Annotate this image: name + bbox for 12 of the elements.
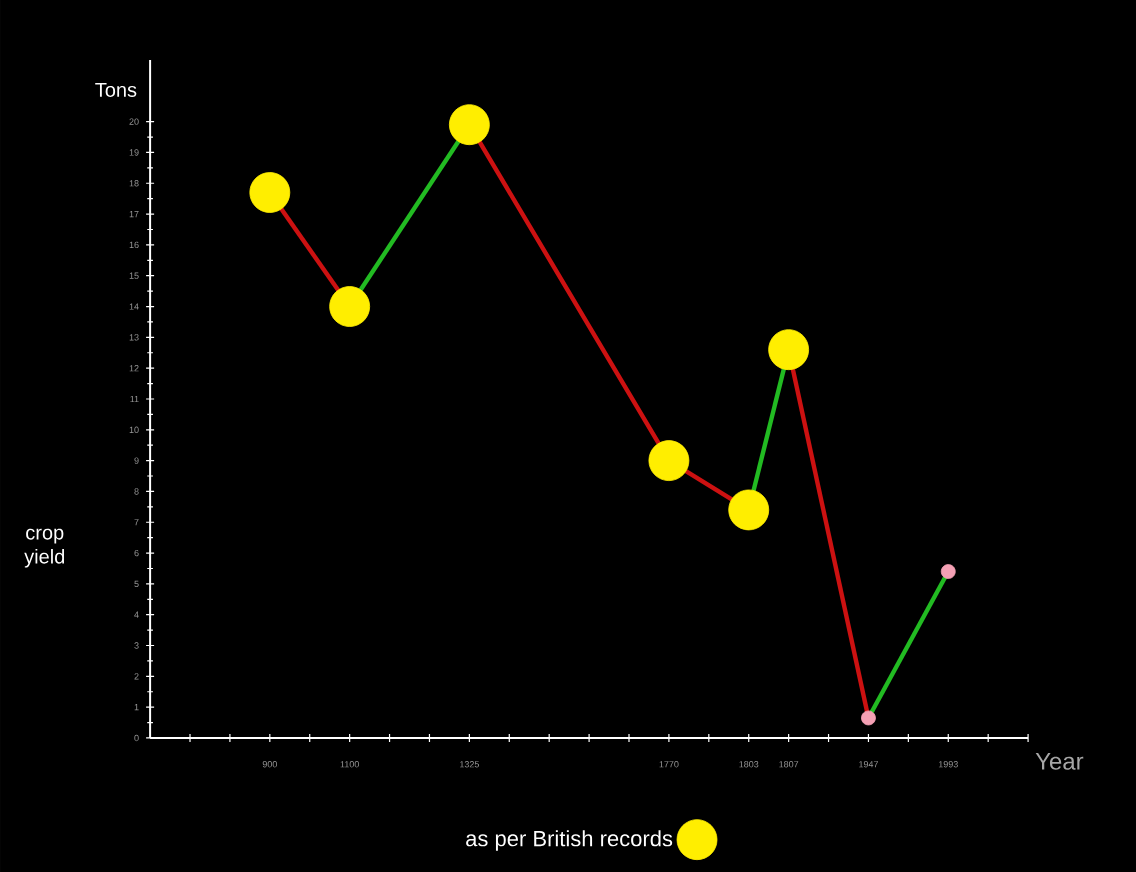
text: crop yield (24, 528, 65, 568)
x-axis-title: Year (1035, 753, 1084, 770)
point (648, 440, 690, 482)
point (329, 286, 371, 327)
legend-label: as per British records (466, 830, 673, 851)
point (728, 489, 770, 531)
point (448, 104, 490, 146)
point (940, 564, 956, 579)
point (768, 329, 810, 371)
y-axis-title: Tons (95, 82, 137, 97)
point (861, 710, 876, 726)
point (249, 172, 291, 213)
